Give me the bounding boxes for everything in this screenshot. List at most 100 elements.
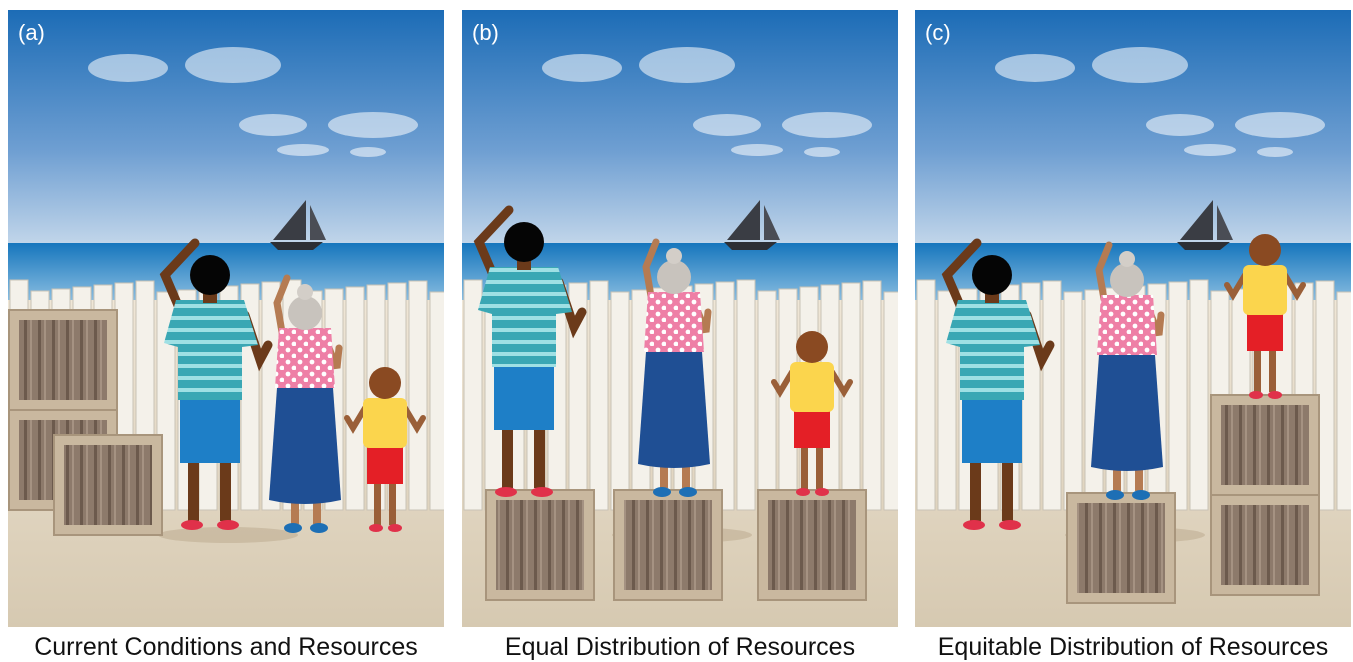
- crate-slats: [1221, 405, 1309, 485]
- shoe: [531, 487, 553, 497]
- leg: [534, 422, 545, 488]
- cloud: [1184, 144, 1236, 156]
- shoe: [963, 520, 985, 530]
- panel: (b): [462, 10, 902, 627]
- fence-picket: [464, 280, 482, 510]
- crate-slats: [1221, 505, 1309, 585]
- head: [369, 367, 401, 399]
- fence-picket: [884, 292, 902, 510]
- cloud: [731, 144, 783, 156]
- fence-picket: [1064, 292, 1082, 510]
- fence-picket: [1337, 292, 1353, 510]
- shoe: [310, 523, 328, 533]
- scene: [915, 10, 1353, 627]
- fence-picket: [1190, 280, 1208, 510]
- leg: [1254, 350, 1261, 392]
- panel-label: (c): [925, 20, 951, 45]
- fence-picket: [917, 280, 935, 510]
- head: [1110, 263, 1144, 297]
- skirt: [638, 352, 710, 468]
- cloud: [1092, 47, 1188, 83]
- leg: [970, 455, 981, 521]
- cloud: [804, 147, 840, 157]
- leg: [502, 422, 513, 488]
- leg: [1002, 455, 1013, 521]
- cloud: [639, 47, 735, 83]
- shoe: [653, 487, 671, 497]
- cloud: [185, 47, 281, 83]
- cloud: [1146, 114, 1214, 136]
- fence-picket: [758, 291, 776, 510]
- leg: [220, 455, 231, 521]
- fence-picket: [716, 282, 734, 510]
- head: [1249, 234, 1281, 266]
- cloud: [542, 54, 622, 82]
- head: [504, 222, 544, 262]
- leg: [374, 483, 381, 525]
- cloud: [995, 54, 1075, 82]
- leg: [1269, 350, 1276, 392]
- cloud: [693, 114, 761, 136]
- crate-slats: [19, 320, 107, 400]
- shorts: [1247, 313, 1283, 351]
- cloud: [1257, 147, 1293, 157]
- cloud: [1235, 112, 1325, 138]
- illustration: (a) Current Conditions and Resources (b) Eq…: [0, 0, 1353, 662]
- hair-bun: [1119, 251, 1135, 267]
- panel-label: (a): [18, 20, 45, 45]
- shorts: [962, 395, 1022, 463]
- shoe: [679, 487, 697, 497]
- fence-picket: [737, 280, 755, 510]
- fence-picket: [1169, 282, 1187, 510]
- shorts: [794, 410, 830, 448]
- panel: (c): [915, 10, 1353, 627]
- fence-picket: [611, 292, 629, 510]
- scene: [462, 10, 902, 627]
- shirt: [363, 398, 407, 448]
- shoe: [796, 488, 810, 496]
- skirt: [1091, 355, 1163, 471]
- caption: Current Conditions and Resources: [34, 633, 418, 661]
- cloud: [782, 112, 872, 138]
- blouse: [1097, 295, 1157, 355]
- head: [288, 296, 322, 330]
- shirt: [790, 362, 834, 412]
- blouse: [644, 292, 704, 352]
- shoe: [495, 487, 517, 497]
- cloud: [88, 54, 168, 82]
- leg: [816, 447, 823, 489]
- crate-slats: [496, 500, 584, 590]
- fence-picket: [863, 281, 881, 510]
- head: [796, 331, 828, 363]
- cloud: [277, 144, 329, 156]
- shorts: [367, 446, 403, 484]
- scene: [8, 10, 448, 627]
- fence-picket: [409, 281, 427, 510]
- leg: [188, 455, 199, 521]
- shoe: [1268, 391, 1282, 399]
- blouse: [275, 328, 335, 388]
- shoe: [284, 523, 302, 533]
- crate-slats: [768, 500, 856, 590]
- fence-picket: [346, 287, 364, 510]
- shoe: [1249, 391, 1263, 399]
- caption: Equal Distribution of Resources: [505, 633, 855, 661]
- fence-picket: [430, 292, 448, 510]
- shirt: [1243, 265, 1287, 315]
- cloud: [239, 114, 307, 136]
- shorts: [180, 395, 240, 463]
- shoe: [815, 488, 829, 496]
- head: [190, 255, 230, 295]
- shoe: [1132, 490, 1150, 500]
- crate-slats: [1077, 503, 1165, 593]
- caption: Equitable Distribution of Resources: [938, 633, 1328, 661]
- crate-slats: [624, 500, 712, 590]
- hair-bun: [666, 248, 682, 264]
- cloud: [328, 112, 418, 138]
- shoe: [1106, 490, 1124, 500]
- head: [972, 255, 1012, 295]
- shoe: [388, 524, 402, 532]
- hair-bun: [297, 284, 313, 300]
- shorts: [494, 362, 554, 430]
- crate-slats: [64, 445, 152, 525]
